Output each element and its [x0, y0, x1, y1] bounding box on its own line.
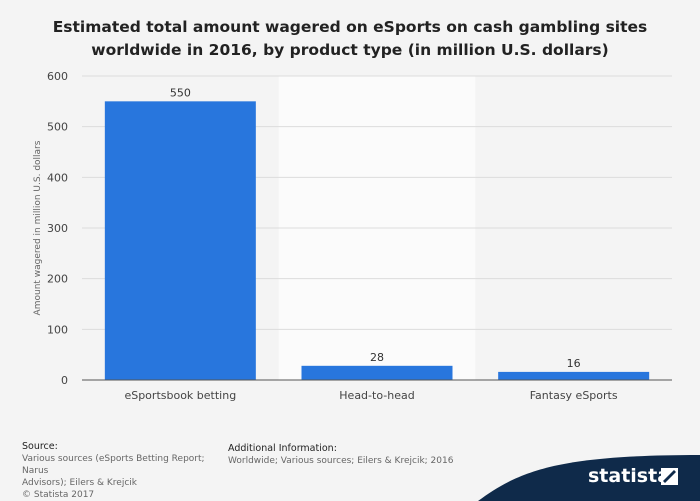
- y-tick-label: 100: [47, 323, 68, 336]
- brand-band-shape: [478, 455, 700, 501]
- chart-title-line-1: Estimated total amount wagered on eSport…: [52, 18, 648, 36]
- source-heading: Source:: [22, 441, 58, 452]
- chart-title-line-2: worldwide in 2016, by product type (in m…: [91, 41, 609, 59]
- source-block: Source: Various sources (eSports Betting…: [22, 441, 227, 501]
- y-axis-label: Amount wagered in million U.S. dollars: [33, 140, 43, 315]
- x-tick-label: eSportsbook betting: [124, 389, 236, 402]
- y-tick-label: 400: [47, 171, 68, 184]
- y-tick-label: 300: [47, 222, 68, 235]
- y-tick-label: 500: [47, 121, 68, 134]
- y-tick-label: 600: [47, 70, 68, 83]
- additional-info-block: Additional Information: Worldwide; Vario…: [228, 443, 488, 467]
- data-label: 16: [567, 357, 581, 370]
- bar: [301, 365, 453, 380]
- additional-info-heading: Additional Information:: [228, 443, 337, 454]
- bar: [498, 371, 650, 380]
- data-label: 550: [170, 86, 191, 99]
- copyright: © Statista 2017: [22, 490, 95, 500]
- x-tick-label: Head-to-head: [339, 389, 414, 402]
- y-tick-label: 0: [61, 374, 68, 387]
- data-label: 28: [370, 351, 384, 364]
- statista-logo[interactable]: statista: [588, 465, 671, 487]
- y-tick-label: 200: [47, 273, 68, 286]
- x-tick-label: Fantasy eSports: [530, 389, 618, 402]
- additional-info-line-1: Worldwide; Various sources; Eilers & Kre…: [228, 456, 454, 466]
- statista-logo-icon: [661, 468, 678, 485]
- source-line-2: Advisors); Eilers & Krejcik: [22, 478, 137, 488]
- chart-title: Estimated total amount wagered on eSport…: [40, 16, 660, 62]
- bar: [104, 101, 256, 380]
- source-line-1: Various sources (eSports Betting Report;…: [22, 454, 205, 476]
